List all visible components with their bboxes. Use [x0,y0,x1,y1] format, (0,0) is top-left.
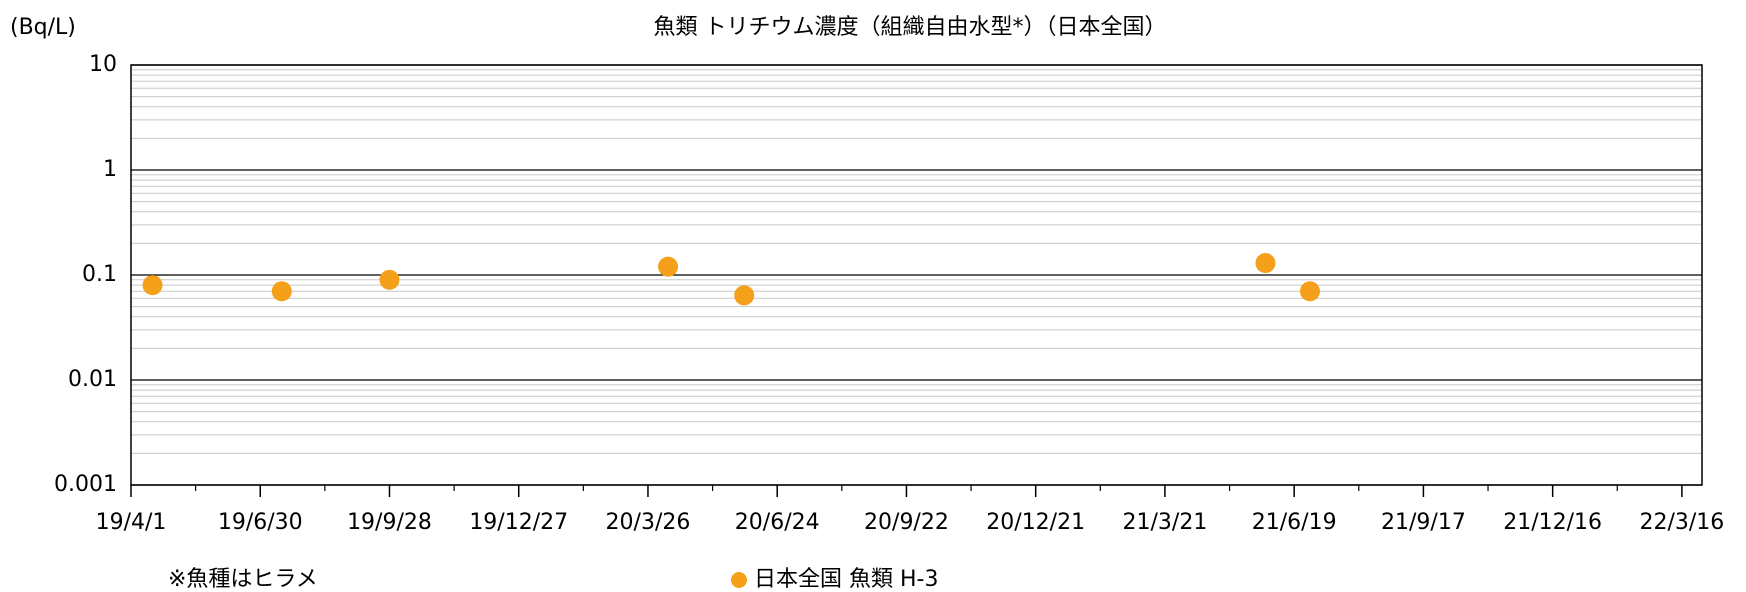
x-tick-label: 20/6/24 [735,510,820,535]
point [1299,281,1320,302]
legend-marker [731,572,747,588]
x-tick-label: 21/9/17 [1381,510,1466,535]
y-tick-label: 0.001 [54,472,117,497]
point [734,285,755,306]
x-tick-label: 20/12/21 [986,510,1085,535]
y-tick-label: 10 [89,52,117,77]
x-tick-label: 20/9/22 [864,510,949,535]
y-tick-label: 0.1 [82,262,117,287]
point [271,281,292,302]
point [658,256,679,277]
note: ※魚種はヒラメ [168,567,318,592]
point [142,275,163,296]
x-tick-label: 19/6/30 [218,510,303,535]
x-tick-label: 20/3/26 [606,510,691,535]
x-tick-label: 19/4/1 [96,510,167,535]
plot-frame [130,64,1703,486]
y-axis-label: (Bq/L) [10,15,76,40]
x-tick-label: 22/3/16 [1639,510,1724,535]
x-tick-label: 19/12/27 [469,510,568,535]
legend-label: 日本全国 魚類 H-3 [754,567,938,592]
x-tick-label: 19/9/28 [347,510,432,535]
x-tick-label: 21/3/21 [1123,510,1208,535]
y-tick-label: 0.01 [68,367,117,392]
point [1255,253,1276,274]
x-tick-label: 21/6/19 [1252,510,1337,535]
chart-title: 魚類 トリチウム濃度（組織自由水型*）（日本全国） [654,15,1167,40]
point [379,269,400,290]
x-tick-label: 21/12/16 [1503,510,1602,535]
y-tick-label: 1 [103,157,117,182]
